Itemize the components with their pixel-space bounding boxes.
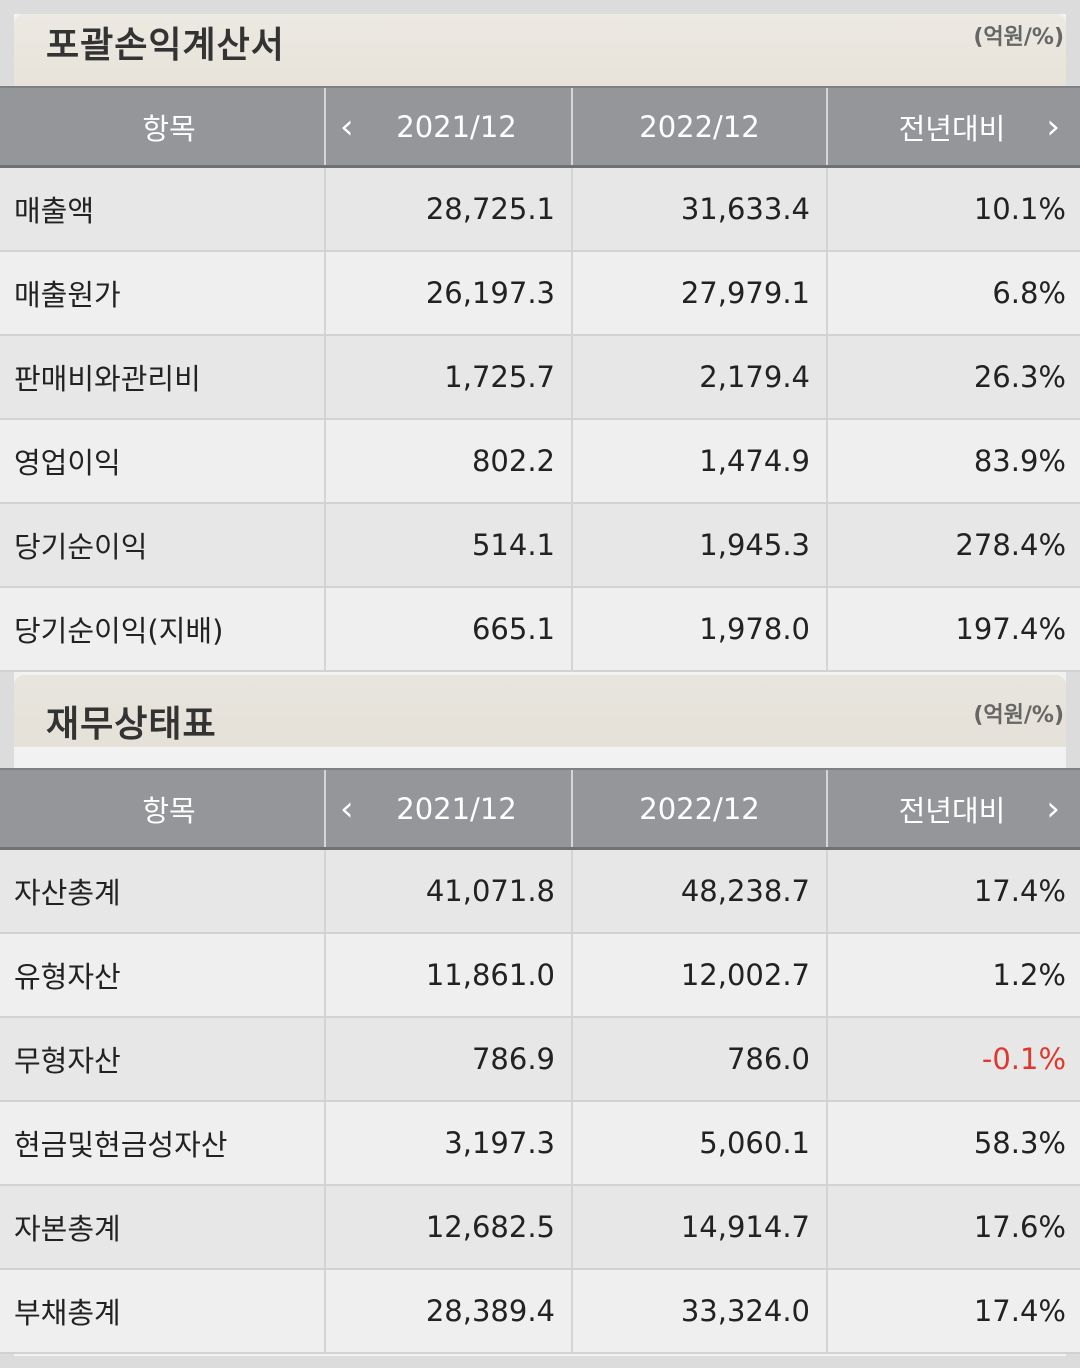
table-row: 자산총계 41,071.8 48,238.7 17.4% <box>0 850 1080 934</box>
header-2021-label: 2021/12 <box>396 109 517 144</box>
row-label: 무형자산 <box>14 1018 326 1100</box>
table-row: 판매비와관리비 1,725.7 2,179.4 26.3% <box>0 336 1080 420</box>
row-label: 매출액 <box>14 168 326 250</box>
value-2022: 14,914.7 <box>573 1186 828 1268</box>
row-label: 현금및현금성자산 <box>14 1102 326 1184</box>
header-2021: ‹ 2021/12 <box>326 770 573 847</box>
table-row: 현금및현금성자산 3,197.3 5,060.1 58.3% <box>0 1102 1080 1186</box>
table-row: 매출액 28,725.1 31,633.4 10.1% <box>0 168 1080 252</box>
row-label: 판매비와관리비 <box>14 336 326 418</box>
value-2022: 1,945.3 <box>573 504 828 586</box>
value-2021: 26,197.3 <box>326 252 573 334</box>
value-2021: 28,389.4 <box>326 1270 573 1352</box>
row-label: 당기순이익 <box>14 504 326 586</box>
change-percent: 278.4% <box>955 528 1066 562</box>
unit-label: (억원/%) <box>973 703 1064 728</box>
chevron-left-icon[interactable]: ‹ <box>340 788 354 829</box>
row-label: 당기순이익(지배) <box>14 588 326 670</box>
header-item: 항목 <box>14 770 326 847</box>
table-row: 영업이익 802.2 1,474.9 83.9% <box>0 420 1080 504</box>
table-row: 당기순이익 514.1 1,945.3 278.4% <box>0 504 1080 588</box>
change-percent: 83.9% <box>973 444 1066 478</box>
row-label: 유형자산 <box>14 934 326 1016</box>
section-title: 재무상태표 <box>46 704 217 745</box>
header-change-label: 전년대비 <box>898 111 1006 146</box>
value-2022: 12,002.7 <box>573 934 828 1016</box>
section-title: 포괄손익계산서 <box>46 25 285 66</box>
change-percent: 17.4% <box>973 874 1066 908</box>
value-2021: 786.9 <box>326 1018 573 1100</box>
value-2021: 802.2 <box>326 420 573 502</box>
header-2021: ‹ 2021/12 <box>326 88 573 165</box>
header-2022: 2022/12 <box>573 770 828 847</box>
value-2022: 1,474.9 <box>573 420 828 502</box>
row-label: 매출원가 <box>14 252 326 334</box>
value-2022: 31,633.4 <box>573 168 828 250</box>
change-percent: 58.3% <box>973 1126 1066 1160</box>
table-row: 매출원가 26,197.3 27,979.1 6.8% <box>0 252 1080 336</box>
change-percent: 1.2% <box>992 958 1066 992</box>
value-2021: 3,197.3 <box>326 1102 573 1184</box>
row-label: 자산총계 <box>14 850 326 932</box>
value-2022: 1,978.0 <box>573 588 828 670</box>
value-2022: 33,324.0 <box>573 1270 828 1352</box>
change-percent: 17.6% <box>973 1210 1066 1244</box>
change-percent: -0.1% <box>981 1042 1066 1076</box>
row-label: 부채총계 <box>14 1270 326 1352</box>
value-2022: 2,179.4 <box>573 336 828 418</box>
header-change: 전년대비 › <box>828 770 1080 847</box>
table-row: 부채총계 28,389.4 33,324.0 17.4% <box>0 1270 1080 1354</box>
header-2022: 2022/12 <box>573 88 828 165</box>
header-change: 전년대비 › <box>828 88 1080 165</box>
unit-label: (억원/%) <box>973 25 1064 50</box>
table-row: 무형자산 786.9 786.0 -0.1% <box>0 1018 1080 1102</box>
chevron-right-icon[interactable]: › <box>1046 106 1060 147</box>
change-percent: 17.4% <box>973 1294 1066 1328</box>
value-2022: 786.0 <box>573 1018 828 1100</box>
balance-sheet-header: 재무상태표 (억원/%) <box>14 675 1066 747</box>
value-2021: 12,682.5 <box>326 1186 573 1268</box>
value-2021: 665.1 <box>326 588 573 670</box>
chevron-right-icon[interactable]: › <box>1046 788 1060 829</box>
header-item: 항목 <box>14 88 326 165</box>
change-percent: 6.8% <box>992 276 1066 310</box>
income-statement-header: 포괄손익계산서 (억원/%) <box>14 14 1066 86</box>
value-2022: 48,238.7 <box>573 850 828 932</box>
row-label: 자본총계 <box>14 1186 326 1268</box>
value-2021: 41,071.8 <box>326 850 573 932</box>
table-header-row: 항목 ‹ 2021/12 2022/12 전년대비 › <box>0 768 1080 850</box>
table-header-row: 항목 ‹ 2021/12 2022/12 전년대비 › <box>0 86 1080 168</box>
change-percent: 10.1% <box>973 192 1066 226</box>
value-2021: 1,725.7 <box>326 336 573 418</box>
value-2022: 27,979.1 <box>573 252 828 334</box>
header-change-label: 전년대비 <box>898 793 1006 828</box>
value-2021: 514.1 <box>326 504 573 586</box>
change-percent: 197.4% <box>955 612 1066 646</box>
table-row: 자본총계 12,682.5 14,914.7 17.6% <box>0 1186 1080 1270</box>
table-row: 당기순이익(지배) 665.1 1,978.0 197.4% <box>0 588 1080 672</box>
chevron-left-icon[interactable]: ‹ <box>340 106 354 147</box>
change-percent: 26.3% <box>973 360 1066 394</box>
value-2021: 11,861.0 <box>326 934 573 1016</box>
table-row: 유형자산 11,861.0 12,002.7 1.2% <box>0 934 1080 1018</box>
row-label: 영업이익 <box>14 420 326 502</box>
value-2022: 5,060.1 <box>573 1102 828 1184</box>
header-2021-label: 2021/12 <box>396 791 517 826</box>
value-2021: 28,725.1 <box>326 168 573 250</box>
